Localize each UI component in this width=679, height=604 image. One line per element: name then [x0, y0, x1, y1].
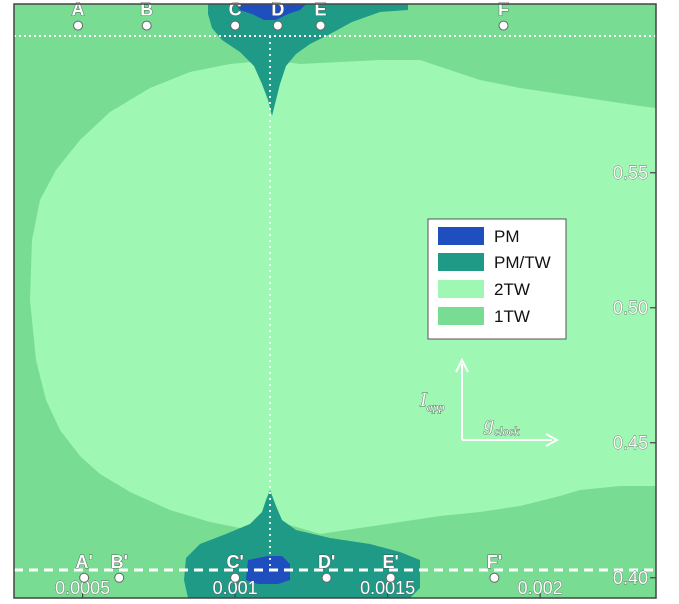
y-ticks-layer: 0.40 0.45 0.50 0.55 — [613, 162, 656, 588]
point-marker — [385, 572, 396, 583]
point-label: A' — [76, 552, 93, 572]
point-label: C — [229, 0, 242, 20]
legend-label-2tw: 2TW — [494, 280, 530, 299]
horizontal-arrow-subscript: clock — [494, 424, 520, 438]
legend: PM PM/TW 2TW 1TW — [427, 218, 567, 340]
region-pm-bottom — [246, 556, 290, 584]
vertical-arrow-subscript: app — [427, 400, 445, 414]
point-marker — [73, 20, 84, 31]
horizontal-arrow-letter: g — [484, 413, 494, 435]
point-marker — [141, 20, 152, 31]
legend-label-1tw: 1TW — [494, 307, 530, 326]
y-tick-label: 0.55 — [613, 163, 648, 183]
x-tick-label: 0.001 — [213, 578, 258, 598]
y-tick-label: 0.50 — [613, 298, 648, 318]
point-marker — [498, 20, 509, 31]
legend-swatch-1tw — [438, 307, 484, 325]
point-label: D — [271, 0, 284, 20]
point-label: A — [72, 0, 85, 20]
point-label: E' — [383, 552, 399, 572]
legend-swatch-2tw — [438, 280, 484, 298]
x-tick-label: 0.0015 — [360, 578, 415, 598]
plot-frame — [13, 3, 657, 599]
points-layer: A B C D E F A' B' C' D' E' F' — [71, 0, 509, 583]
y-tick-label: 0.40 — [613, 568, 648, 588]
point-label: D' — [318, 552, 335, 572]
point-marker — [489, 572, 500, 583]
horizontal-arrow-label: gclock — [484, 413, 520, 438]
y-tick-label: 0.45 — [613, 433, 648, 453]
vertical-arrow-head — [455, 357, 469, 373]
point-label: E — [315, 0, 327, 20]
vertical-arrow-letter: I — [419, 389, 428, 411]
point-marker — [321, 572, 332, 583]
point-marker — [79, 572, 90, 583]
point-marker — [315, 20, 326, 31]
point-label: C' — [226, 552, 243, 572]
legend-swatch-pm — [438, 227, 484, 245]
point-marker — [272, 20, 283, 31]
point-label: F — [498, 0, 509, 20]
point-marker — [230, 20, 241, 31]
point-label: F' — [487, 552, 502, 572]
point-label: B' — [111, 552, 128, 572]
direction-axes: Iapp gclock — [419, 357, 560, 447]
point-marker — [230, 572, 241, 583]
x-tick-label: 0.002 — [518, 578, 563, 598]
vertical-arrow-label: Iapp — [419, 389, 445, 414]
horizontal-arrow-head — [545, 433, 560, 447]
point-marker — [114, 572, 125, 583]
region-pm-top — [236, 4, 306, 20]
point-label: B — [140, 0, 153, 20]
region-2tw — [30, 60, 656, 534]
region-pmtw-top — [208, 4, 408, 116]
x-ticks-layer: 0.0005 0.001 0.0015 0.002 — [55, 578, 563, 599]
legend-swatch-pmtw — [438, 253, 484, 271]
legend-label-pmtw: PM/TW — [494, 253, 551, 272]
guide-lines-layer — [14, 35, 656, 572]
legend-label-pm: PM — [494, 227, 520, 246]
x-tick-label: 0.0005 — [55, 578, 110, 598]
